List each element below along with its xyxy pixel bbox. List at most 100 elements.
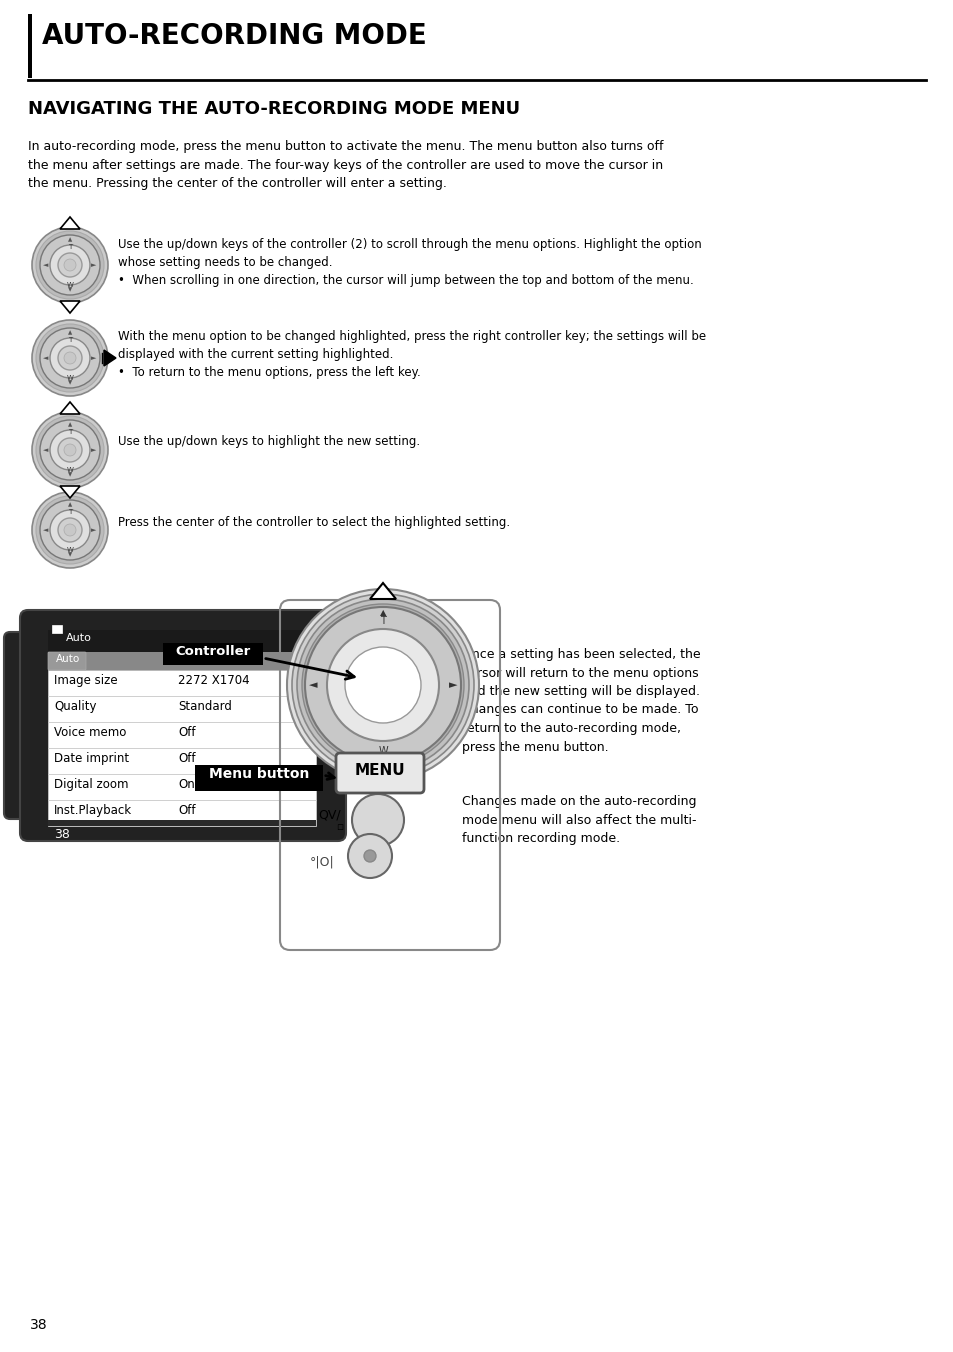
Text: ◄: ◄ [43,527,49,533]
Text: ▲: ▲ [68,422,72,427]
Text: ▼: ▼ [68,288,72,292]
Bar [194,765,323,791]
FancyBboxPatch shape [335,753,423,794]
Text: ◄: ◄ [309,680,317,690]
FancyBboxPatch shape [4,631,46,819]
Polygon shape [60,485,80,498]
Text: ▼: ▼ [68,380,72,385]
Text: ►: ► [91,448,96,453]
Circle shape [302,604,463,767]
Circle shape [327,629,438,741]
Circle shape [32,492,108,568]
Bar [48,722,315,748]
Text: T: T [68,243,72,250]
Circle shape [40,500,100,560]
Text: ▲: ▲ [68,503,72,507]
Circle shape [345,648,420,723]
Circle shape [40,235,100,295]
Text: °|O|: °|O| [310,854,335,868]
Text: Inst.Playback: Inst.Playback [54,804,132,817]
Circle shape [292,594,474,776]
Text: Digital zoom: Digital zoom [54,777,129,791]
Circle shape [36,416,104,484]
Text: Image size: Image size [54,675,117,687]
Text: T: T [68,508,72,515]
Text: 38: 38 [54,827,70,841]
Circle shape [58,438,82,462]
Bar [48,671,315,696]
Polygon shape [60,301,80,314]
Text: With the menu option to be changed highlighted, press the right controller key; : With the menu option to be changed highl… [118,330,705,379]
Circle shape [50,510,90,550]
Text: Auto: Auto [56,654,80,664]
Circle shape [40,329,100,388]
Bar [48,800,315,826]
Circle shape [58,346,82,370]
Text: Controller: Controller [175,645,251,658]
Text: ◄: ◄ [43,448,49,453]
Text: Standard: Standard [178,700,232,713]
Text: ►: ► [448,680,456,690]
Circle shape [58,518,82,542]
Bar [48,748,315,773]
Text: ◄: ◄ [43,262,49,268]
Circle shape [50,430,90,470]
Circle shape [64,525,76,535]
Text: On: On [178,777,194,791]
Text: W: W [67,548,73,553]
Circle shape [58,253,82,277]
Bar [28,14,32,78]
Text: Auto: Auto [66,633,91,644]
Text: T: T [68,337,72,343]
Text: Voice memo: Voice memo [54,726,126,740]
Circle shape [64,443,76,456]
Text: ►: ► [91,527,96,533]
Circle shape [352,794,403,846]
Circle shape [364,850,375,863]
Text: ▼: ▼ [379,753,386,761]
Circle shape [348,834,392,877]
Bar [48,630,315,652]
Bar [48,696,315,722]
Bar [48,821,315,826]
Bar [48,773,315,800]
Circle shape [287,589,478,781]
Bar [163,644,263,665]
Bar [48,630,315,821]
Text: ◄: ◄ [43,356,49,361]
Text: W: W [67,375,73,381]
Circle shape [32,227,108,303]
Text: In auto-recording mode, press the menu button to activate the menu. The menu but: In auto-recording mode, press the menu b… [28,141,662,191]
Text: Off: Off [178,752,195,765]
Polygon shape [370,771,395,787]
Text: 2272 X1704: 2272 X1704 [178,675,250,687]
Polygon shape [60,218,80,228]
Circle shape [50,245,90,285]
Text: T: T [379,617,386,626]
Circle shape [32,320,108,396]
Text: Off: Off [178,726,195,740]
Circle shape [36,324,104,392]
Text: MENU: MENU [355,763,405,777]
Text: ▲: ▲ [68,330,72,335]
Text: Once a setting has been selected, the
cursor will return to the menu options
and: Once a setting has been selected, the cu… [461,648,700,753]
Text: ►: ► [91,262,96,268]
Polygon shape [370,583,395,599]
Circle shape [296,599,469,771]
Text: Use the up/down keys of the controller (2) to scroll through the menu options. H: Use the up/down keys of the controller (… [118,238,701,287]
Bar [52,625,62,633]
Circle shape [36,496,104,564]
Text: W: W [67,466,73,473]
Text: T: T [68,429,72,435]
Text: 38: 38 [30,1318,48,1332]
Text: Date imprint: Date imprint [54,752,129,765]
FancyBboxPatch shape [48,652,86,671]
Text: AUTO-RECORDING MODE: AUTO-RECORDING MODE [42,22,426,50]
Text: Press the center of the controller to select the highlighted setting.: Press the center of the controller to se… [118,516,510,529]
Text: ▲: ▲ [379,608,386,618]
Text: Menu button: Menu button [209,767,309,781]
Circle shape [32,412,108,488]
Text: NAVIGATING THE AUTO-RECORDING MODE MENU: NAVIGATING THE AUTO-RECORDING MODE MENU [28,100,519,118]
Polygon shape [104,350,116,366]
Text: ▲: ▲ [68,238,72,242]
